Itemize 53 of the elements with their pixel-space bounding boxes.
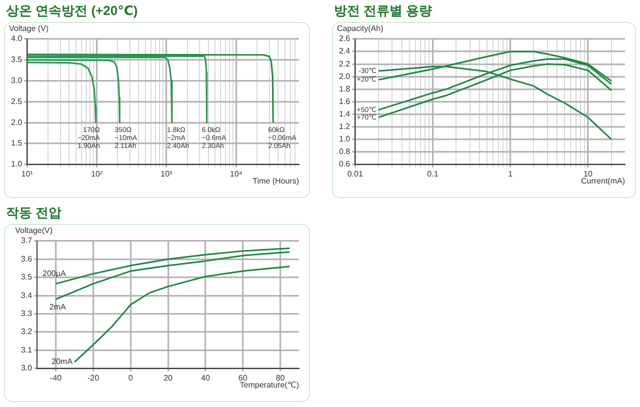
y-tick-label: 3.2 bbox=[20, 327, 33, 336]
chart-title: 상온 연속방전 (+20℃) bbox=[6, 2, 138, 20]
y-tick-label: 3.5 bbox=[10, 55, 23, 64]
y-tick-label: 2.4 bbox=[338, 46, 351, 56]
x-tick-label: 1 bbox=[508, 169, 514, 178]
series-label: 2mA bbox=[49, 302, 66, 312]
x-tick-label: 0 bbox=[128, 373, 134, 382]
y-tick-label: 1.2 bbox=[338, 122, 351, 131]
y-tick-label: 1.0 bbox=[338, 134, 351, 144]
x-tick-label: 10⁴ bbox=[230, 169, 243, 178]
x-tick-label: -40 bbox=[50, 373, 62, 382]
y-tick-label: 4.0 bbox=[10, 34, 23, 44]
series-label: 20mA bbox=[52, 357, 74, 366]
y-tick-label: 2.5 bbox=[10, 96, 23, 106]
y-tick-label: 0.6 bbox=[338, 160, 351, 169]
y-tick-label: 3.6 bbox=[20, 254, 33, 264]
x-tick-label: 10¹ bbox=[21, 169, 34, 178]
chart-title: 작동 전압 bbox=[6, 204, 62, 222]
x-tick-label: 0.01 bbox=[347, 169, 364, 178]
y-tick-label: 3.1 bbox=[20, 345, 33, 354]
x-tick-label: 10³ bbox=[160, 169, 173, 178]
y-tick-label: 0.8 bbox=[338, 147, 351, 156]
y-axis-title: Voltage(V) bbox=[15, 226, 53, 236]
y-tick-label: 2.0 bbox=[338, 72, 351, 81]
y-tick-label: 2.6 bbox=[338, 34, 351, 44]
y-tick-label: 3.0 bbox=[20, 364, 33, 373]
x-tick-label: 80 bbox=[276, 373, 286, 382]
y-tick-label: 1.4 bbox=[338, 109, 351, 118]
y-axis-title: Voltage (V) bbox=[9, 24, 49, 34]
y-tick-label: 2.2 bbox=[338, 59, 351, 68]
x-tick-label: 40 bbox=[201, 373, 210, 382]
y-axis-title: Capacity(Ah) bbox=[337, 24, 384, 34]
y-tick-label: 3.4 bbox=[20, 290, 33, 300]
x-tick-label: 10² bbox=[90, 169, 103, 178]
x-tick-label: 20 bbox=[164, 373, 174, 382]
x-tick-label: -20 bbox=[87, 373, 100, 382]
y-tick-label: 3.0 bbox=[10, 76, 23, 86]
x-tick-label: 0.1 bbox=[427, 169, 439, 178]
x-tick-label: 60 bbox=[238, 373, 248, 382]
y-tick-label: 2.0 bbox=[10, 118, 23, 127]
x-axis-title: Time (Hours) bbox=[252, 176, 300, 186]
x-axis-title: Current(mA) bbox=[580, 176, 626, 186]
y-tick-label: 1.5 bbox=[10, 138, 23, 148]
y-tick-label: 1.6 bbox=[338, 96, 351, 106]
x-axis-title: Temperature(℃) bbox=[240, 380, 300, 390]
y-tick-label: 3.3 bbox=[20, 309, 33, 318]
x-tick-label: 10 bbox=[584, 169, 593, 178]
y-tick-label: 1.8 bbox=[338, 84, 351, 94]
y-tick-label: 3.7 bbox=[20, 236, 33, 246]
series-label: 200μA bbox=[42, 268, 66, 278]
y-tick-label: 1.0 bbox=[10, 160, 23, 169]
y-tick-label: 3.5 bbox=[20, 272, 33, 282]
chart-title: 방전 전류별 용량 bbox=[334, 2, 432, 20]
